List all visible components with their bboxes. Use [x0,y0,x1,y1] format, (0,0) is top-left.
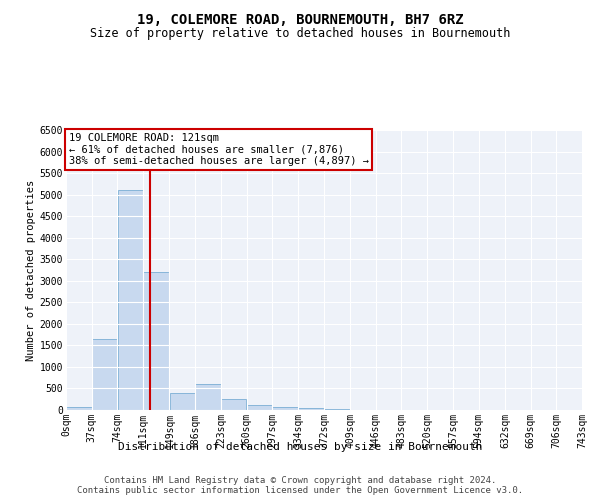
Text: Size of property relative to detached houses in Bournemouth: Size of property relative to detached ho… [90,28,510,40]
Bar [196,384,221,410]
Text: Distribution of detached houses by size in Bournemouth: Distribution of detached houses by size … [118,442,482,452]
Bar [118,190,143,410]
Text: 19 COLEMORE ROAD: 121sqm
← 61% of detached houses are smaller (7,876)
38% of sem: 19 COLEMORE ROAD: 121sqm ← 61% of detach… [68,133,368,166]
Bar [298,408,324,410]
Text: 19, COLEMORE ROAD, BOURNEMOUTH, BH7 6RZ: 19, COLEMORE ROAD, BOURNEMOUTH, BH7 6RZ [137,12,463,26]
Bar [247,404,272,410]
Bar [272,407,298,410]
Text: Contains HM Land Registry data © Crown copyright and database right 2024.
Contai: Contains HM Land Registry data © Crown c… [77,476,523,495]
Bar [221,399,247,410]
Bar [66,407,92,410]
Bar [170,393,195,410]
Bar [92,339,117,410]
Y-axis label: Number of detached properties: Number of detached properties [26,180,35,360]
Bar [143,272,169,410]
Bar [325,409,350,410]
